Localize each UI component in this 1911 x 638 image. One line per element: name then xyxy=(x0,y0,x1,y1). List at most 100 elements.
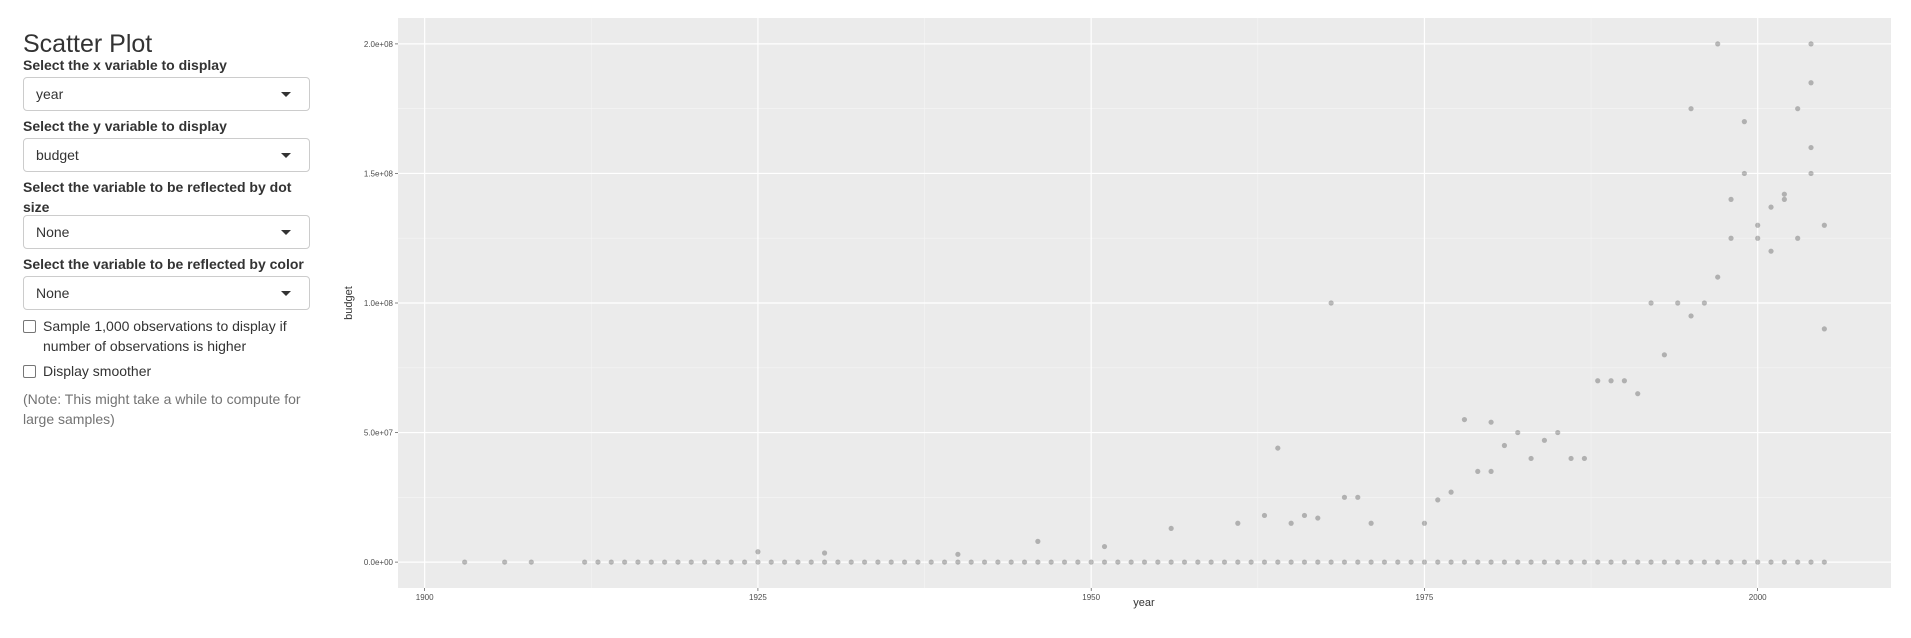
scatter-point xyxy=(1488,559,1494,565)
scatter-point xyxy=(1595,559,1601,565)
scatter-point xyxy=(1661,352,1667,358)
x-tick-label: 1900 xyxy=(416,593,434,602)
scatter-point xyxy=(582,559,588,565)
smoother-checkbox-label: Display smoother xyxy=(43,363,152,379)
scatter-point xyxy=(1248,559,1254,565)
scatter-point xyxy=(1688,313,1694,319)
scatter-point xyxy=(1488,468,1494,475)
x-variable-select[interactable]: year xyxy=(23,77,310,111)
scatter-point xyxy=(1128,559,1134,565)
scatter-point xyxy=(1235,559,1241,565)
scatter-point xyxy=(1408,559,1414,565)
x-variable-label: Select the x variable to display xyxy=(23,57,227,73)
scatter-point xyxy=(1568,455,1574,462)
chevron-down-icon xyxy=(281,153,291,158)
scatter-point xyxy=(1315,559,1321,565)
scatter-point xyxy=(1515,559,1521,565)
scatter-point xyxy=(701,559,708,565)
dot-size-variable-select[interactable]: None xyxy=(23,215,310,249)
scatter-point xyxy=(1061,559,1068,565)
scatter-point xyxy=(821,550,828,556)
scatter-point xyxy=(755,549,761,555)
scatter-point xyxy=(1635,391,1641,397)
smoother-checkbox[interactable] xyxy=(23,365,36,378)
scatter-point xyxy=(875,559,881,565)
scatter-point xyxy=(915,559,921,565)
scatter-point xyxy=(1741,559,1747,565)
scatter-point xyxy=(1675,559,1681,565)
scatter-point xyxy=(1781,191,1787,197)
scatter-point xyxy=(1168,525,1174,532)
scatter-point xyxy=(941,559,948,565)
x-variable-value: year xyxy=(36,86,64,102)
scatter-point xyxy=(1501,442,1508,449)
scatter-point xyxy=(595,559,601,565)
x-axis-title: year xyxy=(1133,597,1155,609)
scatter-point xyxy=(1755,222,1761,228)
scatter-point xyxy=(1635,559,1641,565)
color-variable-select[interactable]: None xyxy=(23,276,310,310)
scatter-point xyxy=(1435,559,1441,565)
sample-checkbox[interactable] xyxy=(23,320,36,333)
scatter-point xyxy=(835,559,841,565)
scatter-point xyxy=(1715,559,1721,565)
scatter-point xyxy=(1048,559,1054,565)
scatter-point xyxy=(1275,445,1281,451)
x-tick-label: 1950 xyxy=(1082,593,1100,602)
y-variable-label: Select the y variable to display xyxy=(23,118,227,134)
scatter-point xyxy=(1035,538,1041,544)
scatter-point xyxy=(1795,559,1801,565)
scatter-point xyxy=(1608,559,1614,565)
scatter-point xyxy=(1648,559,1654,565)
scatter-point xyxy=(1448,489,1454,495)
scatter-point xyxy=(1328,559,1334,565)
scatter-point xyxy=(1421,559,1428,565)
scatter-point xyxy=(1368,559,1374,565)
scatter-point xyxy=(1821,222,1827,228)
chevron-down-icon xyxy=(281,291,291,296)
scatter-point xyxy=(795,559,801,565)
scatter-point xyxy=(1808,41,1814,47)
scatter-point xyxy=(981,559,988,565)
scatter-point xyxy=(528,559,534,565)
scatter-point xyxy=(1515,429,1521,436)
scatter-point xyxy=(1768,248,1774,254)
scatter-point xyxy=(1488,419,1494,425)
y-variable-select[interactable]: budget xyxy=(23,138,310,172)
y-tick-label: 1.5e+08 xyxy=(364,169,394,178)
scatter-point xyxy=(1755,559,1761,565)
color-variable-value: None xyxy=(36,285,70,301)
scatter-point xyxy=(1301,512,1308,519)
scatter-point xyxy=(1555,559,1561,565)
scatter-point xyxy=(1435,497,1441,503)
scatter-point xyxy=(1688,106,1694,112)
scatter-point xyxy=(1768,559,1774,565)
scatter-point xyxy=(1755,235,1761,241)
scatter-point xyxy=(1035,559,1041,565)
x-tick-label: 2000 xyxy=(1749,593,1767,602)
scatter-point xyxy=(1341,559,1348,565)
scatter-point xyxy=(648,559,654,565)
scatter-point xyxy=(1621,378,1627,384)
scatter-point xyxy=(1221,559,1228,565)
y-axis: 0.0e+00 5.0e+07 1.0e+08 1.5e+08 2.0e+08 xyxy=(364,40,398,567)
scatter-point xyxy=(1461,416,1468,423)
x-axis: 1900 1925 1950 1975 2000 xyxy=(416,588,1767,602)
scatter-point xyxy=(1555,429,1561,436)
scatter-point xyxy=(688,559,694,565)
scatter-point xyxy=(928,559,934,565)
scatter-point xyxy=(1368,520,1374,526)
scatter-point xyxy=(1661,559,1667,565)
scatter-point xyxy=(1261,512,1268,519)
scatter-point xyxy=(1688,559,1694,565)
scatter-plot-svg: 1900 1925 1950 1975 2000 0.0e+00 5.0e+07 1.0e+… xyxy=(343,18,1891,609)
scatter-point xyxy=(1648,300,1654,306)
scatter-point xyxy=(715,559,721,565)
scatter-point xyxy=(1101,543,1108,550)
scatter-point xyxy=(1088,559,1094,565)
data-points xyxy=(462,41,1827,565)
scatter-point xyxy=(755,559,761,565)
scatter-point xyxy=(1781,196,1787,202)
scatter-point xyxy=(1808,80,1814,86)
scatter-point xyxy=(1795,106,1801,112)
